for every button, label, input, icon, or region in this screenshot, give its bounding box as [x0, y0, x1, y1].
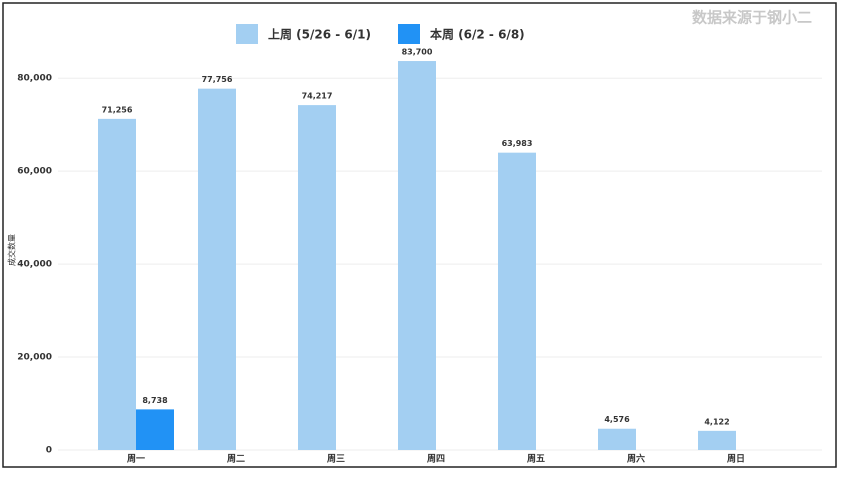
- value-label: 4,576: [604, 415, 630, 424]
- x-tick-label: 周四: [427, 454, 445, 465]
- y-tick-label: 20,000: [17, 353, 52, 363]
- legend-swatch: [398, 24, 420, 44]
- x-tick-label: 周三: [327, 454, 345, 465]
- x-tick-label: 周六: [627, 453, 645, 465]
- y-tick-label: 40,000: [17, 260, 52, 270]
- x-tick-label: 周一: [127, 454, 145, 465]
- bar: [598, 428, 636, 450]
- source: 数据来源于钢小二: [692, 9, 812, 27]
- bar: [136, 409, 174, 450]
- bar: [498, 152, 536, 450]
- bar: [198, 88, 236, 450]
- legend-label: 上周 (5/26 - 6/1): [268, 27, 371, 42]
- value-label: 77,756: [202, 75, 233, 84]
- bar: [298, 105, 336, 450]
- legend-swatch: [236, 24, 258, 44]
- y-tick-label: 60,000: [17, 167, 52, 177]
- value-label: 63,983: [502, 139, 533, 148]
- bar: [398, 61, 436, 451]
- value-label: 4,122: [704, 417, 729, 426]
- x-tick-label: 周二: [227, 454, 245, 465]
- value-label: 8,738: [142, 396, 168, 405]
- value-label: 83,700: [402, 48, 433, 57]
- value-label: 71,256: [102, 105, 133, 114]
- legend-label: 本周 (6/2 - 6/8): [430, 27, 525, 42]
- y-axis-label: 成交数量: [7, 234, 17, 266]
- y-tick-label: 80,000: [17, 74, 52, 84]
- value-label: 74,217: [302, 92, 333, 101]
- y-tick-label: 0: [46, 446, 52, 456]
- bar: [98, 118, 136, 451]
- bar: [698, 430, 736, 450]
- x-tick-label: 周日: [727, 454, 745, 465]
- x-tick-label: 周五: [527, 454, 545, 465]
